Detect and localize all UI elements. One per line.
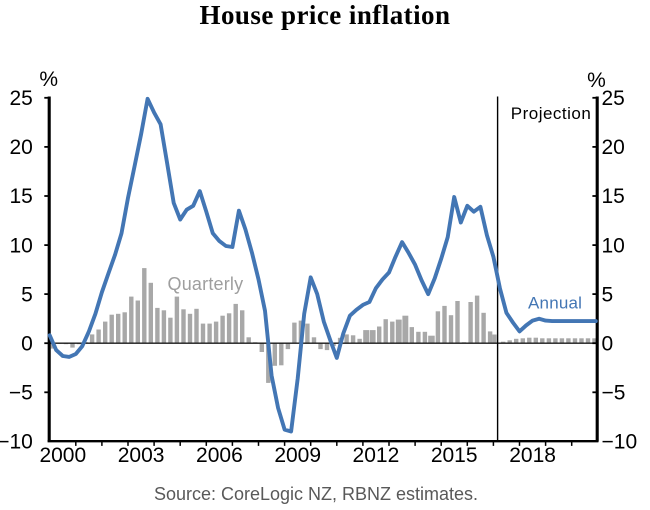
svg-text:25: 25 bbox=[9, 87, 32, 110]
svg-text:0: 0 bbox=[21, 332, 33, 355]
svg-text:%: % bbox=[39, 68, 58, 91]
svg-text:20: 20 bbox=[9, 136, 32, 159]
svg-text:2009: 2009 bbox=[274, 444, 321, 467]
svg-text:Annual: Annual bbox=[528, 294, 582, 313]
svg-text:Projection: Projection bbox=[511, 104, 592, 123]
svg-text:20: 20 bbox=[602, 136, 625, 159]
svg-text:25: 25 bbox=[602, 87, 625, 110]
svg-text:−5: −5 bbox=[602, 382, 626, 405]
svg-text:15: 15 bbox=[602, 185, 625, 208]
svg-text:Quarterly: Quarterly bbox=[168, 274, 244, 294]
svg-text:2018: 2018 bbox=[509, 444, 556, 467]
svg-text:5: 5 bbox=[602, 283, 614, 306]
svg-text:10: 10 bbox=[602, 234, 625, 257]
svg-text:−5: −5 bbox=[9, 382, 33, 405]
svg-text:15: 15 bbox=[9, 185, 32, 208]
svg-text:2015: 2015 bbox=[431, 444, 478, 467]
svg-text:2006: 2006 bbox=[196, 444, 243, 467]
svg-text:%: % bbox=[587, 69, 606, 92]
svg-text:2000: 2000 bbox=[39, 444, 86, 467]
svg-text:10: 10 bbox=[9, 234, 32, 257]
svg-text:2012: 2012 bbox=[353, 444, 400, 467]
svg-text:2003: 2003 bbox=[118, 444, 165, 467]
svg-text:0: 0 bbox=[602, 332, 614, 355]
svg-text:5: 5 bbox=[21, 283, 33, 306]
svg-text:−10: −10 bbox=[602, 431, 638, 454]
svg-text:−10: −10 bbox=[0, 431, 33, 454]
